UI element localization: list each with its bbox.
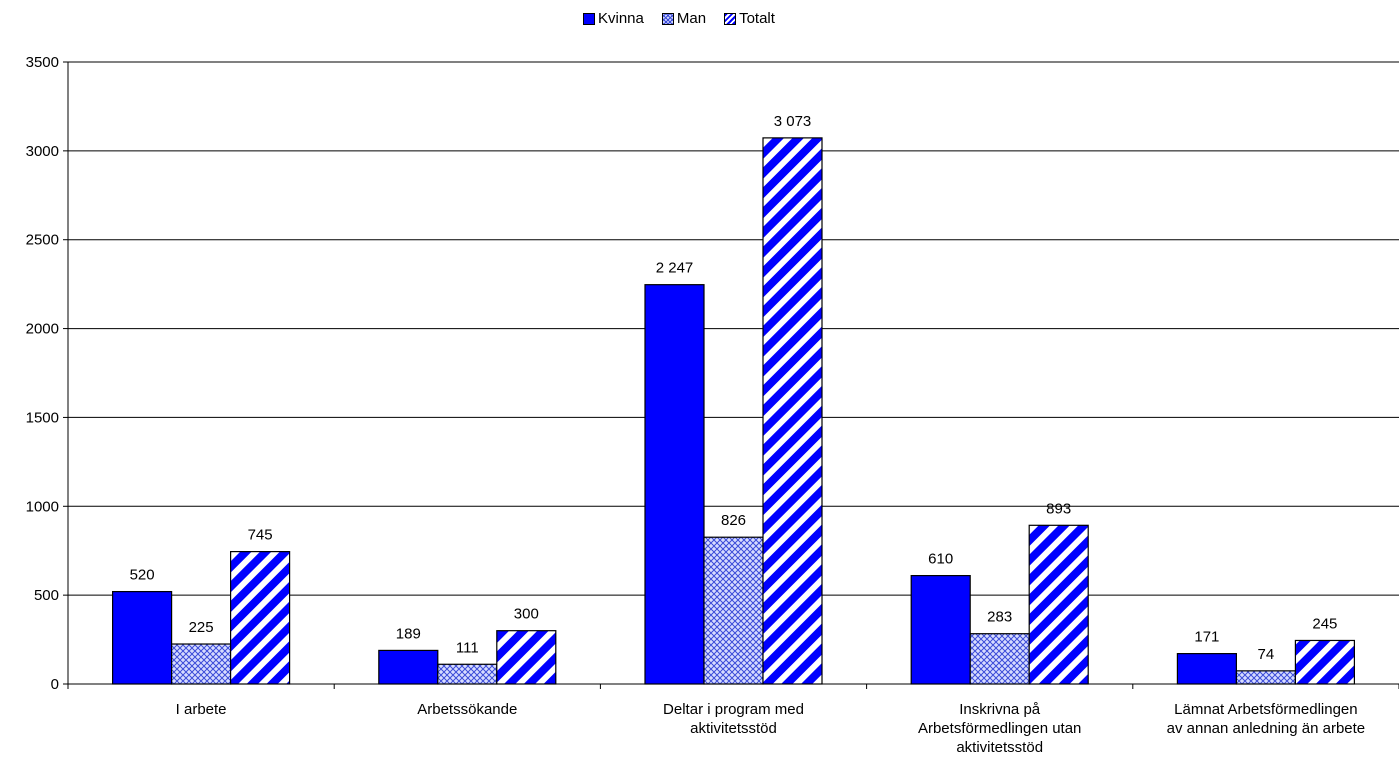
y-tick-label: 1000	[26, 498, 59, 515]
bar-kvinna	[910, 574, 971, 685]
data-label-man: 283	[987, 609, 1012, 626]
y-tick-label: 2500	[26, 232, 59, 249]
bar-man	[969, 633, 1030, 685]
data-label-totalt: 300	[514, 606, 539, 623]
y-tick-label: 3500	[26, 54, 59, 71]
data-label-kvinna: 171	[1194, 629, 1219, 646]
data-label-totalt: 745	[248, 527, 273, 544]
legend: Kvinna Man Totalt	[583, 10, 793, 27]
bar-kvinna	[378, 649, 439, 685]
data-label-man: 74	[1258, 646, 1275, 663]
data-label-man: 111	[456, 639, 479, 656]
legend-swatch-kvinna	[583, 12, 595, 25]
x-category-label: Lämnat Arbetsförmedlingen av annan anledn…	[1167, 701, 1366, 737]
y-tick-label: 500	[34, 587, 59, 604]
bar-totalt	[762, 137, 823, 685]
x-category-label-line: aktivitetsstöd	[690, 720, 777, 737]
data-label-kvinna: 520	[130, 567, 155, 584]
y-tick-label: 3000	[26, 143, 59, 160]
data-labels: 520 225 745 189 111 300 2 247 826 3 073 610 283 893…	[130, 113, 1338, 663]
bar-totalt	[1294, 639, 1356, 685]
bar-man	[703, 536, 764, 685]
x-category-label-line: Arbetssökande	[417, 701, 517, 718]
x-category-label-line: aktivitetsstöd	[956, 739, 1043, 756]
x-category-label: Arbetssökande	[417, 701, 517, 718]
y-tick-label: 0	[51, 676, 59, 693]
x-category-label: Inskrivna på Arbetsförmedlingen utan aktiv…	[918, 701, 1081, 756]
x-category-label-line: av annan anledning än arbete	[1167, 720, 1366, 737]
bar-man	[437, 663, 498, 685]
data-label-totalt: 3 073	[774, 113, 812, 130]
bar-kvinna	[111, 590, 173, 685]
bar-man	[1235, 670, 1297, 685]
y-tick-label: 2000	[26, 321, 59, 338]
x-category-label-line: Lämnat Arbetsförmedlingen	[1174, 701, 1357, 718]
data-label-totalt: 245	[1312, 615, 1337, 632]
bar-man	[171, 643, 232, 685]
y-tick-label: 1500	[26, 409, 59, 426]
bar-totalt	[1028, 524, 1089, 685]
x-category-label-line: Deltar i program med	[663, 701, 804, 718]
bar-kvinna	[644, 284, 705, 685]
x-category-label-line: I arbete	[176, 701, 227, 718]
x-category-label-line: Arbetsförmedlingen utan	[918, 720, 1081, 737]
legend-item-totalt: Totalt	[724, 10, 775, 27]
data-label-man: 826	[721, 512, 746, 529]
data-label-kvinna: 189	[396, 625, 421, 642]
bar-kvinna	[1176, 653, 1238, 685]
x-category-label: Deltar i program med aktivitetsstöd	[663, 701, 804, 737]
x-category-label: I arbete	[176, 701, 227, 718]
legend-item-kvinna: Kvinna	[583, 10, 644, 27]
data-label-man: 225	[189, 619, 214, 636]
axes: 0 500 1000 1500 2000 2500 3000 3500 I arbete Arbe…	[26, 54, 1399, 756]
legend-label-totalt: Totalt	[739, 10, 775, 27]
x-category-label-line: Inskrivna på	[959, 701, 1041, 718]
data-label-kvinna: 2 247	[656, 260, 694, 277]
legend-label-kvinna: Kvinna	[598, 10, 644, 27]
bars	[111, 137, 1356, 685]
legend-swatch-man	[661, 12, 674, 25]
legend-label-man: Man	[676, 10, 707, 27]
bar-totalt	[230, 551, 291, 685]
data-label-totalt: 893	[1046, 500, 1071, 517]
legend-item-man: Man	[661, 10, 707, 27]
data-label-kvinna: 610	[928, 551, 953, 568]
bar-totalt	[496, 630, 557, 685]
legend-swatch-totalt	[724, 12, 737, 25]
